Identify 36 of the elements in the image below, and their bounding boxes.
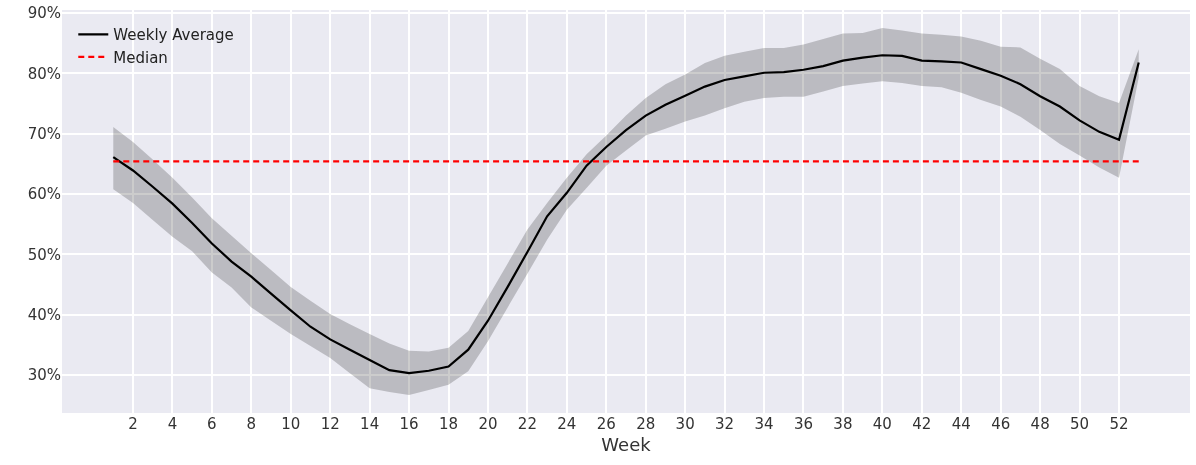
x-tick-label: 52: [1109, 415, 1129, 433]
x-tick-label: 46: [991, 415, 1011, 433]
legend-label: Weekly Average: [113, 26, 234, 45]
y-tick-label: 80%: [27, 64, 61, 83]
x-tick-label: 6: [207, 415, 217, 433]
y-tick-label: 60%: [27, 185, 61, 204]
x-tick-label: 20: [478, 415, 498, 433]
x-tick-label: 12: [320, 415, 340, 433]
x-tick-label: 22: [517, 415, 537, 433]
x-tick-label: 14: [360, 415, 380, 433]
x-tick-label: 28: [636, 415, 656, 433]
legend-label: Median: [113, 48, 168, 67]
x-tick-label: 24: [557, 415, 577, 433]
y-tick-label: 40%: [27, 305, 61, 324]
x-tick-label: 50: [1070, 415, 1090, 433]
x-tick-label: 4: [167, 415, 178, 433]
x-tick-label: 40: [872, 415, 892, 433]
x-tick-label: 42: [912, 415, 932, 433]
x-tick-label: 26: [596, 415, 616, 433]
x-tick-label: 10: [281, 415, 301, 433]
x-tick-label: 30: [675, 415, 695, 433]
x-tick-label: 34: [754, 415, 774, 433]
y-tick-label: 50%: [27, 245, 61, 264]
y-tick-label: 30%: [27, 366, 61, 385]
x-tick-label: 2: [128, 415, 138, 433]
x-tick-label: 48: [1030, 415, 1050, 433]
x-tick-label: 16: [399, 415, 419, 433]
x-tick-label: 38: [833, 415, 853, 433]
x-tick-label: 8: [246, 415, 257, 433]
x-axis-title: Week: [601, 434, 652, 456]
y-tick-label: 90%: [27, 4, 61, 23]
x-tick-label: 32: [715, 415, 735, 433]
x-tick-label: 18: [438, 415, 459, 433]
x-tick-label: 36: [793, 415, 814, 433]
y-tick-label: 70%: [27, 124, 61, 143]
x-tick-label: 44: [951, 415, 971, 433]
